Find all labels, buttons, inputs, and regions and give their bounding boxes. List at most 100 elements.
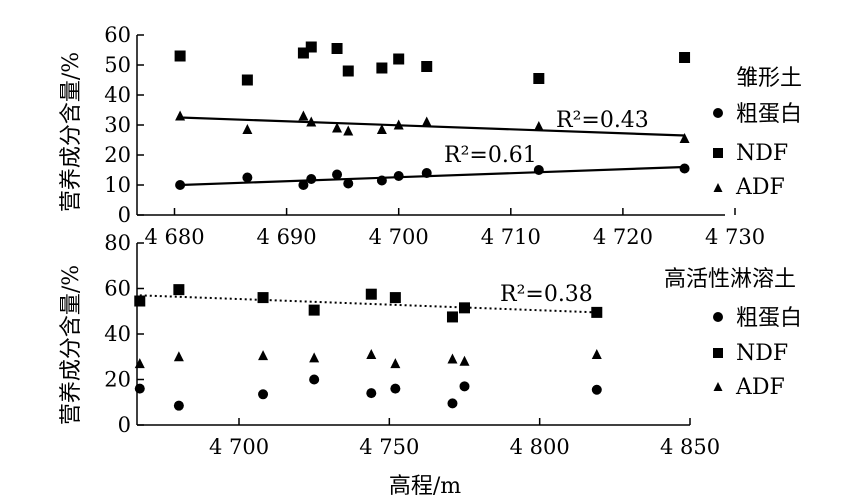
bottom-point-triangle	[366, 348, 377, 359]
top-point-square	[297, 47, 309, 59]
top-legend-title: 雏形土	[736, 66, 802, 91]
top-r2-label: R²=0.61	[444, 143, 537, 168]
bottom-legend-triangle-marker	[713, 382, 723, 391]
top-point-square	[241, 74, 253, 86]
bottom-point-triangle	[591, 348, 602, 359]
bottom-trend-line	[139, 294, 597, 314]
bottom-legend-entry-ndf: NDF	[713, 341, 788, 366]
bottom-point-square	[446, 311, 458, 323]
bottom-point-circle	[591, 384, 602, 395]
bottom-chart-panel: R²=0.38 0 20 40 60 80 4 700 4 750 4 800 4 850 营…	[59, 231, 802, 499]
top-point-triangle	[421, 116, 432, 127]
bottom-r2-label: R²=0.38	[500, 282, 593, 307]
top-legend: 雏形土 粗蛋白 NDF ADF	[713, 66, 802, 200]
top-x-tick-label: 4 680	[144, 225, 204, 249]
bottom-y-tick-label: 80	[104, 231, 131, 255]
top-point-circle	[533, 165, 544, 175]
top-trend-line	[180, 165, 685, 187]
bottom-x-axis-title: 高程/m	[389, 474, 461, 499]
top-point-triangle	[332, 122, 343, 133]
bottom-point-square	[308, 304, 320, 316]
top-point-triangle	[242, 124, 253, 134]
top-point-triangle	[376, 124, 387, 134]
top-point-triangle	[175, 110, 186, 121]
bottom-point-square	[257, 292, 269, 304]
top-point-square	[174, 50, 186, 62]
bottom-x-ticks: 4 700 4 750 4 800 4 850	[209, 418, 720, 459]
top-y-tick-label: 0	[118, 203, 131, 227]
top-series-circle	[175, 163, 690, 190]
top-legend-entry-ndf: NDF	[713, 141, 788, 166]
bottom-point-square	[173, 284, 185, 296]
top-point-circle	[306, 174, 317, 184]
top-r2-label: R²=0.43	[556, 108, 649, 133]
top-point-square	[305, 41, 317, 53]
bottom-x-tick-label: 4 850	[660, 435, 720, 459]
bottom-point-square	[459, 302, 470, 314]
top-legend-label: ADF	[735, 175, 785, 200]
bottom-legend: 高活性淋溶土 粗蛋白 NDF ADF	[664, 267, 802, 400]
top-point-square	[533, 73, 545, 84]
top-x-ticks: 4 680 4 690 4 700 4 710 4 720 4 730	[144, 208, 765, 249]
bottom-y-tick-label: 0	[118, 413, 131, 437]
bottom-y-tick-label: 40	[104, 322, 131, 346]
top-point-square	[393, 53, 405, 65]
bottom-legend-label: NDF	[736, 341, 788, 366]
top-y-tick-label: 10	[104, 173, 131, 197]
top-x-tick-label: 4 710	[481, 225, 541, 249]
top-point-circle	[175, 180, 186, 190]
top-point-circle	[679, 163, 690, 174]
top-legend-label: NDF	[736, 141, 788, 166]
top-y-tick-label: 50	[104, 53, 131, 77]
bottom-point-square	[591, 306, 603, 318]
bottom-point-square	[389, 292, 401, 304]
bottom-point-circle	[258, 389, 269, 400]
bottom-legend-entry-crude-protein: 粗蛋白	[713, 306, 802, 331]
bottom-legend-label: 粗蛋白	[736, 306, 802, 331]
top-trend-line	[180, 116, 685, 137]
top-point-triangle	[393, 119, 404, 130]
bottom-point-circle	[366, 388, 377, 399]
top-point-square	[376, 62, 388, 74]
bottom-point-triangle	[390, 358, 401, 369]
top-point-circle	[376, 175, 387, 186]
bottom-point-circle	[459, 381, 470, 392]
bottom-legend-square-marker	[713, 348, 723, 358]
top-series-square	[174, 41, 691, 86]
top-legend-circle-marker	[713, 108, 723, 118]
top-y-tick-label: 30	[104, 113, 131, 137]
top-y-tick-label: 20	[104, 143, 131, 167]
top-point-triangle	[679, 133, 690, 143]
top-legend-square-marker	[713, 148, 723, 158]
bottom-series-triangle	[134, 348, 602, 369]
top-legend-triangle-marker	[713, 183, 723, 192]
bottom-plot-area: R²=0.38	[134, 282, 603, 411]
top-legend-label: 粗蛋白	[736, 102, 802, 127]
bottom-x-tick-label: 4 700	[209, 435, 269, 459]
top-x-tick-label: 4 730	[705, 225, 765, 249]
bottom-point-circle	[309, 374, 320, 385]
top-point-triangle	[306, 116, 317, 127]
bottom-point-circle	[390, 383, 401, 394]
top-y-axis-title: 营养成分含量/%	[59, 52, 84, 212]
top-series-triangle	[175, 110, 690, 143]
top-point-circle	[242, 172, 253, 183]
top-legend-entry-crude-protein: 粗蛋白	[713, 102, 802, 127]
bottom-y-ticks: 0 20 40 60 80	[104, 231, 144, 437]
top-point-triangle	[533, 121, 544, 131]
top-point-triangle	[298, 110, 309, 121]
top-point-triangle	[343, 125, 354, 136]
bottom-axes	[136, 243, 690, 426]
top-point-circle	[393, 171, 404, 181]
bottom-legend-label: ADF	[735, 375, 785, 400]
top-point-square	[331, 43, 343, 54]
bottom-x-tick-label: 4 800	[510, 435, 570, 459]
bottom-point-square	[365, 288, 377, 300]
top-x-tick-label: 4 720	[593, 225, 653, 249]
bottom-y-tick-label: 60	[104, 277, 131, 301]
bottom-point-triangle	[309, 352, 320, 363]
bottom-legend-entry-adf: ADF	[713, 375, 785, 400]
top-point-square	[679, 52, 691, 63]
